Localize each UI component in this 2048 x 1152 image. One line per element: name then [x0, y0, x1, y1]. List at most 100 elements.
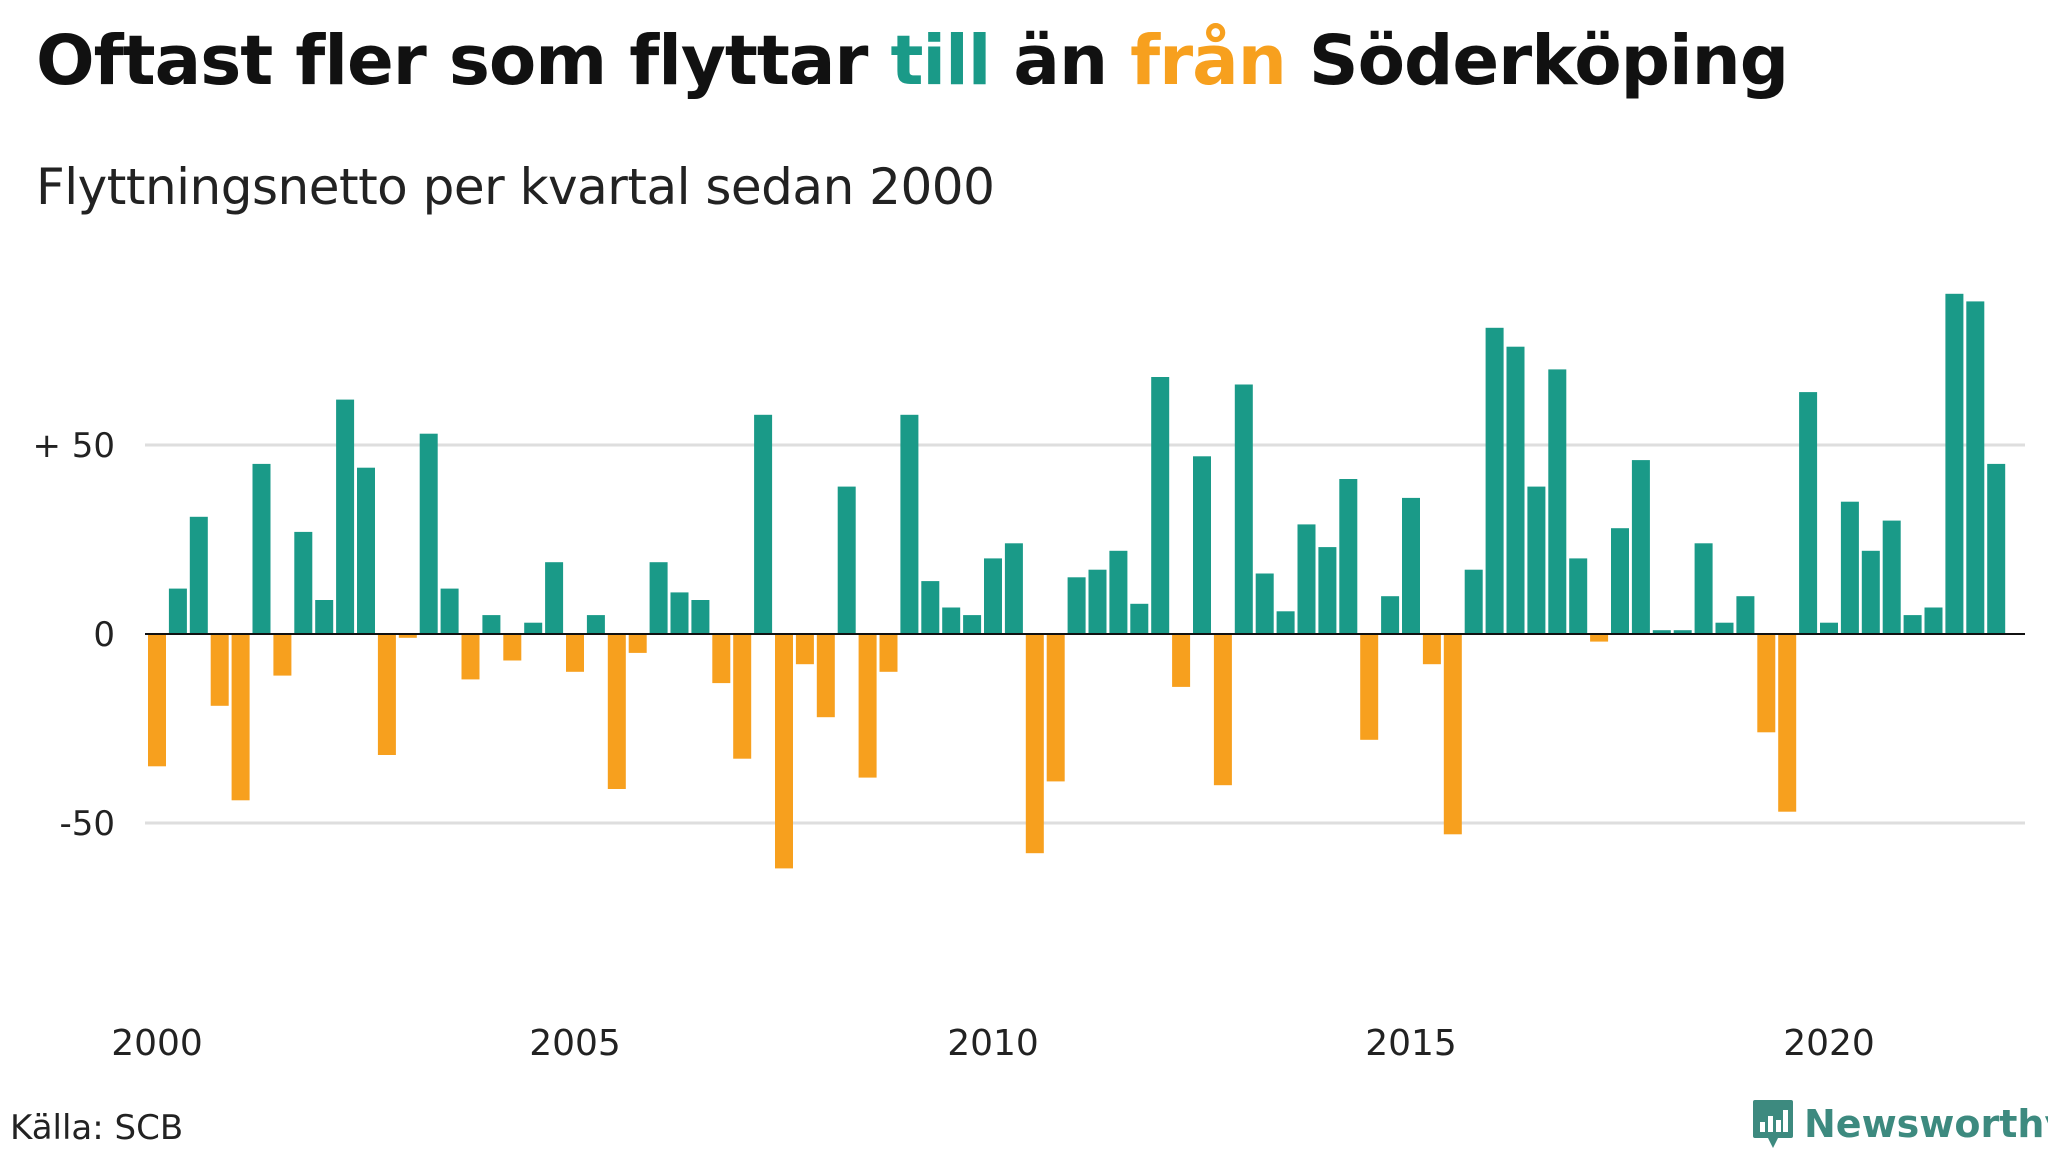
chart-subtitle: Flyttningsnetto per kvartal sedan 2000	[36, 158, 995, 216]
bar	[1151, 377, 1170, 634]
bar	[1631, 460, 1650, 634]
bar	[377, 634, 396, 755]
bar	[1381, 596, 1400, 634]
x-tick-label: 2000	[111, 1023, 203, 1064]
bar	[670, 592, 689, 634]
bar	[1799, 392, 1818, 634]
bar	[858, 634, 877, 778]
brand-logo: Newsworthy	[1752, 1098, 2048, 1150]
bar	[1966, 301, 1985, 634]
bar	[357, 467, 375, 634]
bar	[1422, 634, 1441, 665]
bar	[607, 634, 626, 789]
bar	[189, 516, 208, 634]
bar	[1987, 463, 2006, 634]
bar	[1172, 634, 1191, 687]
bar	[1339, 479, 1358, 634]
bar	[461, 634, 480, 680]
bar	[1694, 543, 1713, 634]
bar	[1778, 634, 1797, 812]
bar	[1548, 369, 1567, 634]
bar	[1506, 346, 1525, 634]
brand-name: Newsworthy	[1804, 1102, 2048, 1146]
bar	[315, 600, 334, 634]
y-tick-label: + 50	[32, 426, 115, 466]
bar	[1360, 634, 1379, 740]
bar	[900, 414, 919, 634]
bar	[921, 581, 940, 634]
y-tick-label: -50	[59, 804, 115, 844]
bar	[1025, 634, 1044, 854]
bar	[1443, 634, 1462, 835]
title-part-1: Oftast fler som flyttar	[36, 21, 891, 101]
bar	[628, 634, 647, 653]
x-tick-label: 2005	[529, 1023, 621, 1064]
bar	[1067, 577, 1086, 634]
bar	[1297, 524, 1316, 634]
bar	[837, 486, 856, 634]
bar	[398, 634, 417, 638]
bar	[879, 634, 898, 672]
bar	[1213, 634, 1232, 786]
bar	[963, 615, 982, 634]
bar	[1673, 630, 1692, 634]
bar	[649, 562, 668, 634]
bar	[942, 607, 961, 634]
bar	[440, 588, 459, 634]
bar	[691, 600, 710, 634]
bar	[252, 463, 271, 634]
source-note: Källa: SCB	[10, 1108, 184, 1148]
bar	[1882, 520, 1901, 634]
bar	[795, 634, 814, 665]
bar	[273, 634, 292, 676]
x-tick-label: 2020	[1783, 1023, 1875, 1064]
x-tick-label: 2010	[947, 1023, 1039, 1064]
bar	[1736, 596, 1755, 634]
bar	[231, 634, 250, 801]
bar	[294, 531, 313, 634]
bar	[503, 634, 522, 661]
bar	[1840, 501, 1859, 634]
bar	[210, 634, 229, 706]
bar	[816, 634, 835, 718]
bar	[148, 634, 166, 767]
bar	[1088, 569, 1107, 634]
bar	[1318, 547, 1337, 634]
bar	[482, 615, 501, 634]
bar	[1255, 573, 1274, 634]
newsworthy-logo-icon	[1753, 1100, 1793, 1148]
bar	[1234, 384, 1253, 634]
chart-title: Oftast fler som flyttar till än från Söd…	[36, 21, 1789, 101]
bar	[1715, 622, 1734, 634]
title-part-5: Söderköping	[1285, 21, 1789, 101]
bar	[1820, 622, 1838, 634]
title-highlight-fran: från	[1130, 21, 1287, 101]
bar	[1652, 630, 1671, 634]
bar	[168, 588, 187, 634]
bar	[1464, 569, 1483, 634]
bar	[419, 433, 438, 634]
bar	[1757, 634, 1776, 733]
bar	[1861, 550, 1880, 634]
bar	[1130, 603, 1149, 634]
bar	[566, 634, 584, 672]
bar	[545, 562, 564, 634]
y-tick-label: 0	[93, 615, 115, 655]
bar	[1485, 327, 1504, 634]
bar	[1193, 456, 1211, 634]
bar	[1527, 486, 1546, 634]
bar	[1590, 634, 1609, 642]
x-tick-label: 2015	[1365, 1023, 1457, 1064]
bar	[984, 558, 1002, 634]
bar	[586, 615, 605, 634]
bar	[1903, 615, 1922, 634]
bar	[1004, 543, 1023, 634]
bar	[712, 634, 731, 684]
bar	[336, 399, 355, 634]
bar	[733, 634, 752, 759]
bar	[1924, 607, 1943, 634]
bar	[1276, 611, 1295, 634]
bar	[1569, 558, 1588, 634]
